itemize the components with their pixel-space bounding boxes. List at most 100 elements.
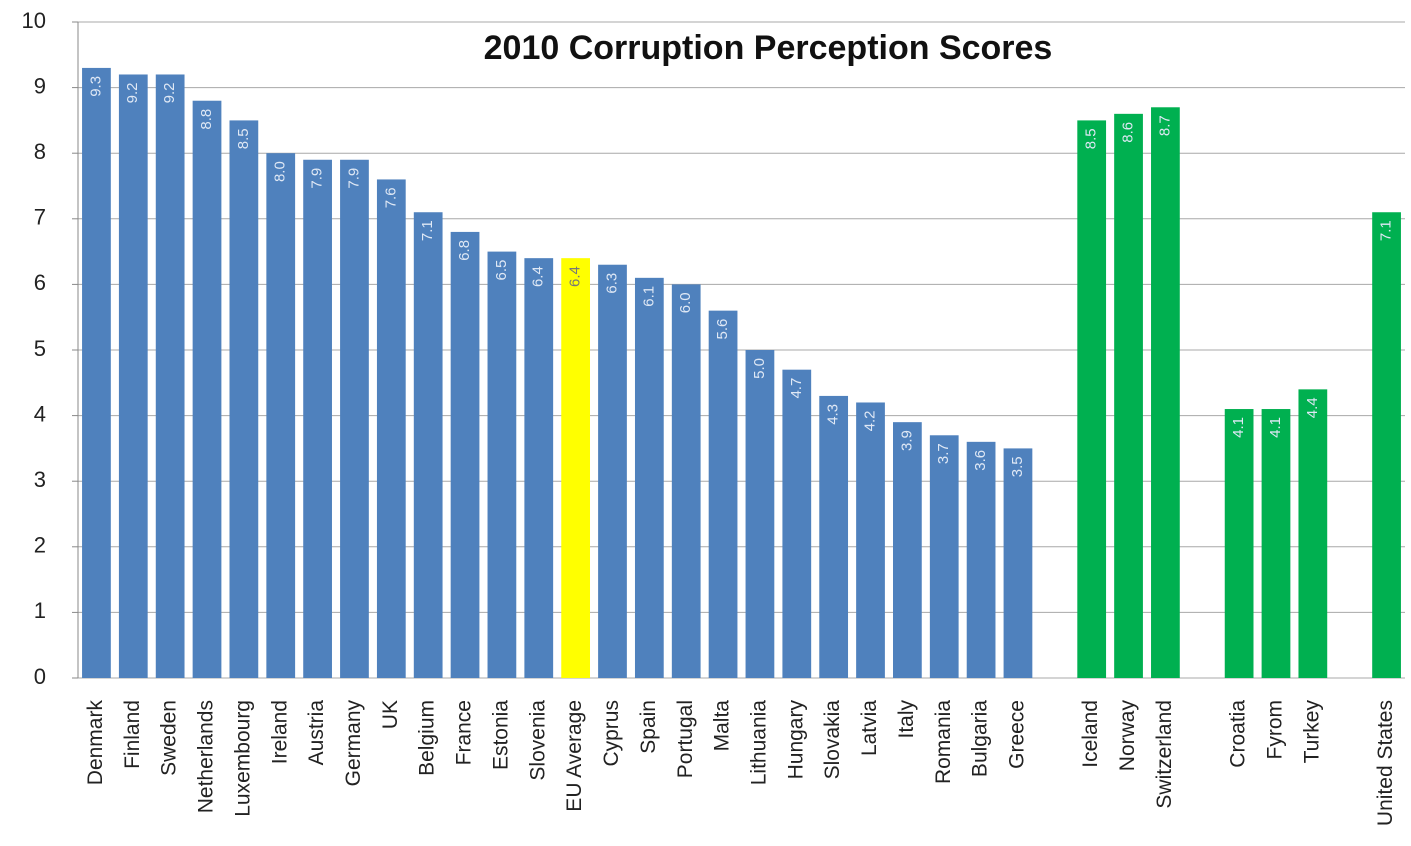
y-tick-label: 7 — [34, 205, 46, 230]
bar — [1224, 409, 1254, 678]
data-label: 6.0 — [677, 292, 694, 313]
data-label: 6.4 — [530, 266, 547, 287]
data-label: 4.4 — [1304, 397, 1321, 418]
bar — [303, 159, 332, 678]
x-tick-label: Italy — [895, 700, 918, 739]
bar — [1077, 120, 1107, 678]
bar — [376, 179, 406, 678]
data-label: 5.0 — [751, 358, 768, 379]
data-label: 3.9 — [898, 430, 915, 451]
data-label: 8.0 — [272, 161, 289, 182]
data-label: 4.1 — [1230, 417, 1247, 438]
bar — [598, 264, 627, 678]
data-label: 6.4 — [567, 266, 584, 287]
x-tick-label: United States — [1374, 700, 1397, 826]
data-label: 5.6 — [714, 319, 731, 340]
data-label: 7.1 — [419, 220, 436, 241]
x-tick-label: Slovakia — [821, 700, 844, 780]
data-label: 4.1 — [1267, 417, 1284, 438]
data-label: 9.2 — [124, 82, 141, 103]
x-tick-label: Denmark — [84, 700, 107, 786]
bar — [155, 74, 185, 679]
bar — [892, 422, 922, 678]
data-label: 6.5 — [493, 260, 510, 281]
data-label: 4.2 — [861, 410, 878, 431]
bar — [413, 212, 443, 679]
y-tick-label: 1 — [34, 598, 46, 623]
x-tick-label: Belgium — [416, 700, 439, 776]
bar — [266, 153, 296, 678]
bar — [192, 100, 222, 679]
bar — [450, 231, 480, 679]
x-tick-label: Cyprus — [600, 700, 623, 767]
data-label: 8.5 — [1083, 128, 1100, 149]
bar — [966, 441, 996, 678]
x-tick-label: Norway — [1116, 700, 1139, 772]
x-tick-label: Iceland — [1079, 700, 1102, 768]
bar — [229, 120, 259, 678]
data-label: 7.1 — [1378, 220, 1395, 241]
bar — [1372, 212, 1401, 679]
y-tick-label: 3 — [34, 467, 46, 492]
x-tick-label: Greece — [1006, 700, 1029, 769]
bar — [782, 369, 812, 678]
data-label: 8.7 — [1156, 115, 1173, 136]
y-tick-label: 9 — [34, 73, 46, 98]
x-tick-label: Switzerland — [1153, 700, 1176, 809]
x-tick-label: Sweden — [158, 700, 181, 776]
data-label: 9.3 — [87, 76, 104, 97]
x-tick-label: Romania — [932, 700, 955, 784]
x-tick-label: Latvia — [858, 700, 881, 756]
data-label: 3.5 — [1009, 456, 1026, 477]
x-tick-label: Lithuania — [747, 700, 770, 786]
y-tick-label: 6 — [34, 270, 46, 295]
bar — [745, 350, 775, 678]
data-label: 8.5 — [235, 128, 252, 149]
x-tick-label: Portugal — [674, 700, 697, 778]
bar — [1261, 409, 1291, 678]
bar — [1003, 448, 1033, 678]
bar — [856, 402, 885, 678]
data-label: 7.6 — [382, 187, 399, 208]
x-tick-label: Finland — [121, 700, 144, 769]
bar — [1151, 107, 1180, 678]
bar — [929, 435, 959, 678]
data-label: 3.6 — [972, 450, 989, 471]
x-tick-label: Estonia — [489, 700, 512, 770]
bar — [819, 395, 849, 678]
bar — [524, 258, 554, 678]
x-tick-label: Netherlands — [195, 700, 218, 813]
y-tick-label: 8 — [34, 139, 46, 164]
x-tick-label: EU Average — [563, 700, 586, 812]
x-tick-label: Malta — [711, 700, 734, 752]
x-tick-label: Ireland — [268, 700, 291, 764]
x-tick-label: Austria — [305, 700, 328, 766]
bar — [671, 284, 701, 678]
data-label: 7.9 — [345, 168, 362, 189]
x-tick-label: UK — [379, 700, 402, 729]
bar — [340, 159, 369, 678]
bar — [561, 258, 591, 678]
y-tick-label: 4 — [34, 401, 46, 426]
bar — [118, 74, 148, 679]
x-tick-label: France — [453, 700, 476, 765]
data-label: 6.8 — [456, 240, 473, 261]
x-tick-label: Germany — [342, 700, 365, 787]
x-tick-label: Croatia — [1227, 700, 1250, 768]
data-label: 7.9 — [309, 168, 326, 189]
bar — [1298, 389, 1328, 678]
data-label: 6.1 — [640, 286, 657, 307]
y-tick-label: 5 — [34, 336, 46, 361]
x-tick-label: Spain — [637, 700, 660, 754]
data-label: 8.8 — [198, 109, 215, 130]
bar — [1114, 113, 1143, 679]
bar — [487, 251, 517, 678]
x-tick-label: Fyrom — [1264, 700, 1287, 760]
chart-title: 2010 Corruption Perception Scores — [484, 29, 1053, 67]
x-tick-label: Hungary — [784, 700, 807, 780]
data-label: 4.3 — [825, 404, 842, 425]
y-tick-label: 0 — [34, 664, 46, 689]
data-label: 3.7 — [935, 443, 952, 464]
x-tick-label: Luxembourg — [231, 700, 254, 817]
